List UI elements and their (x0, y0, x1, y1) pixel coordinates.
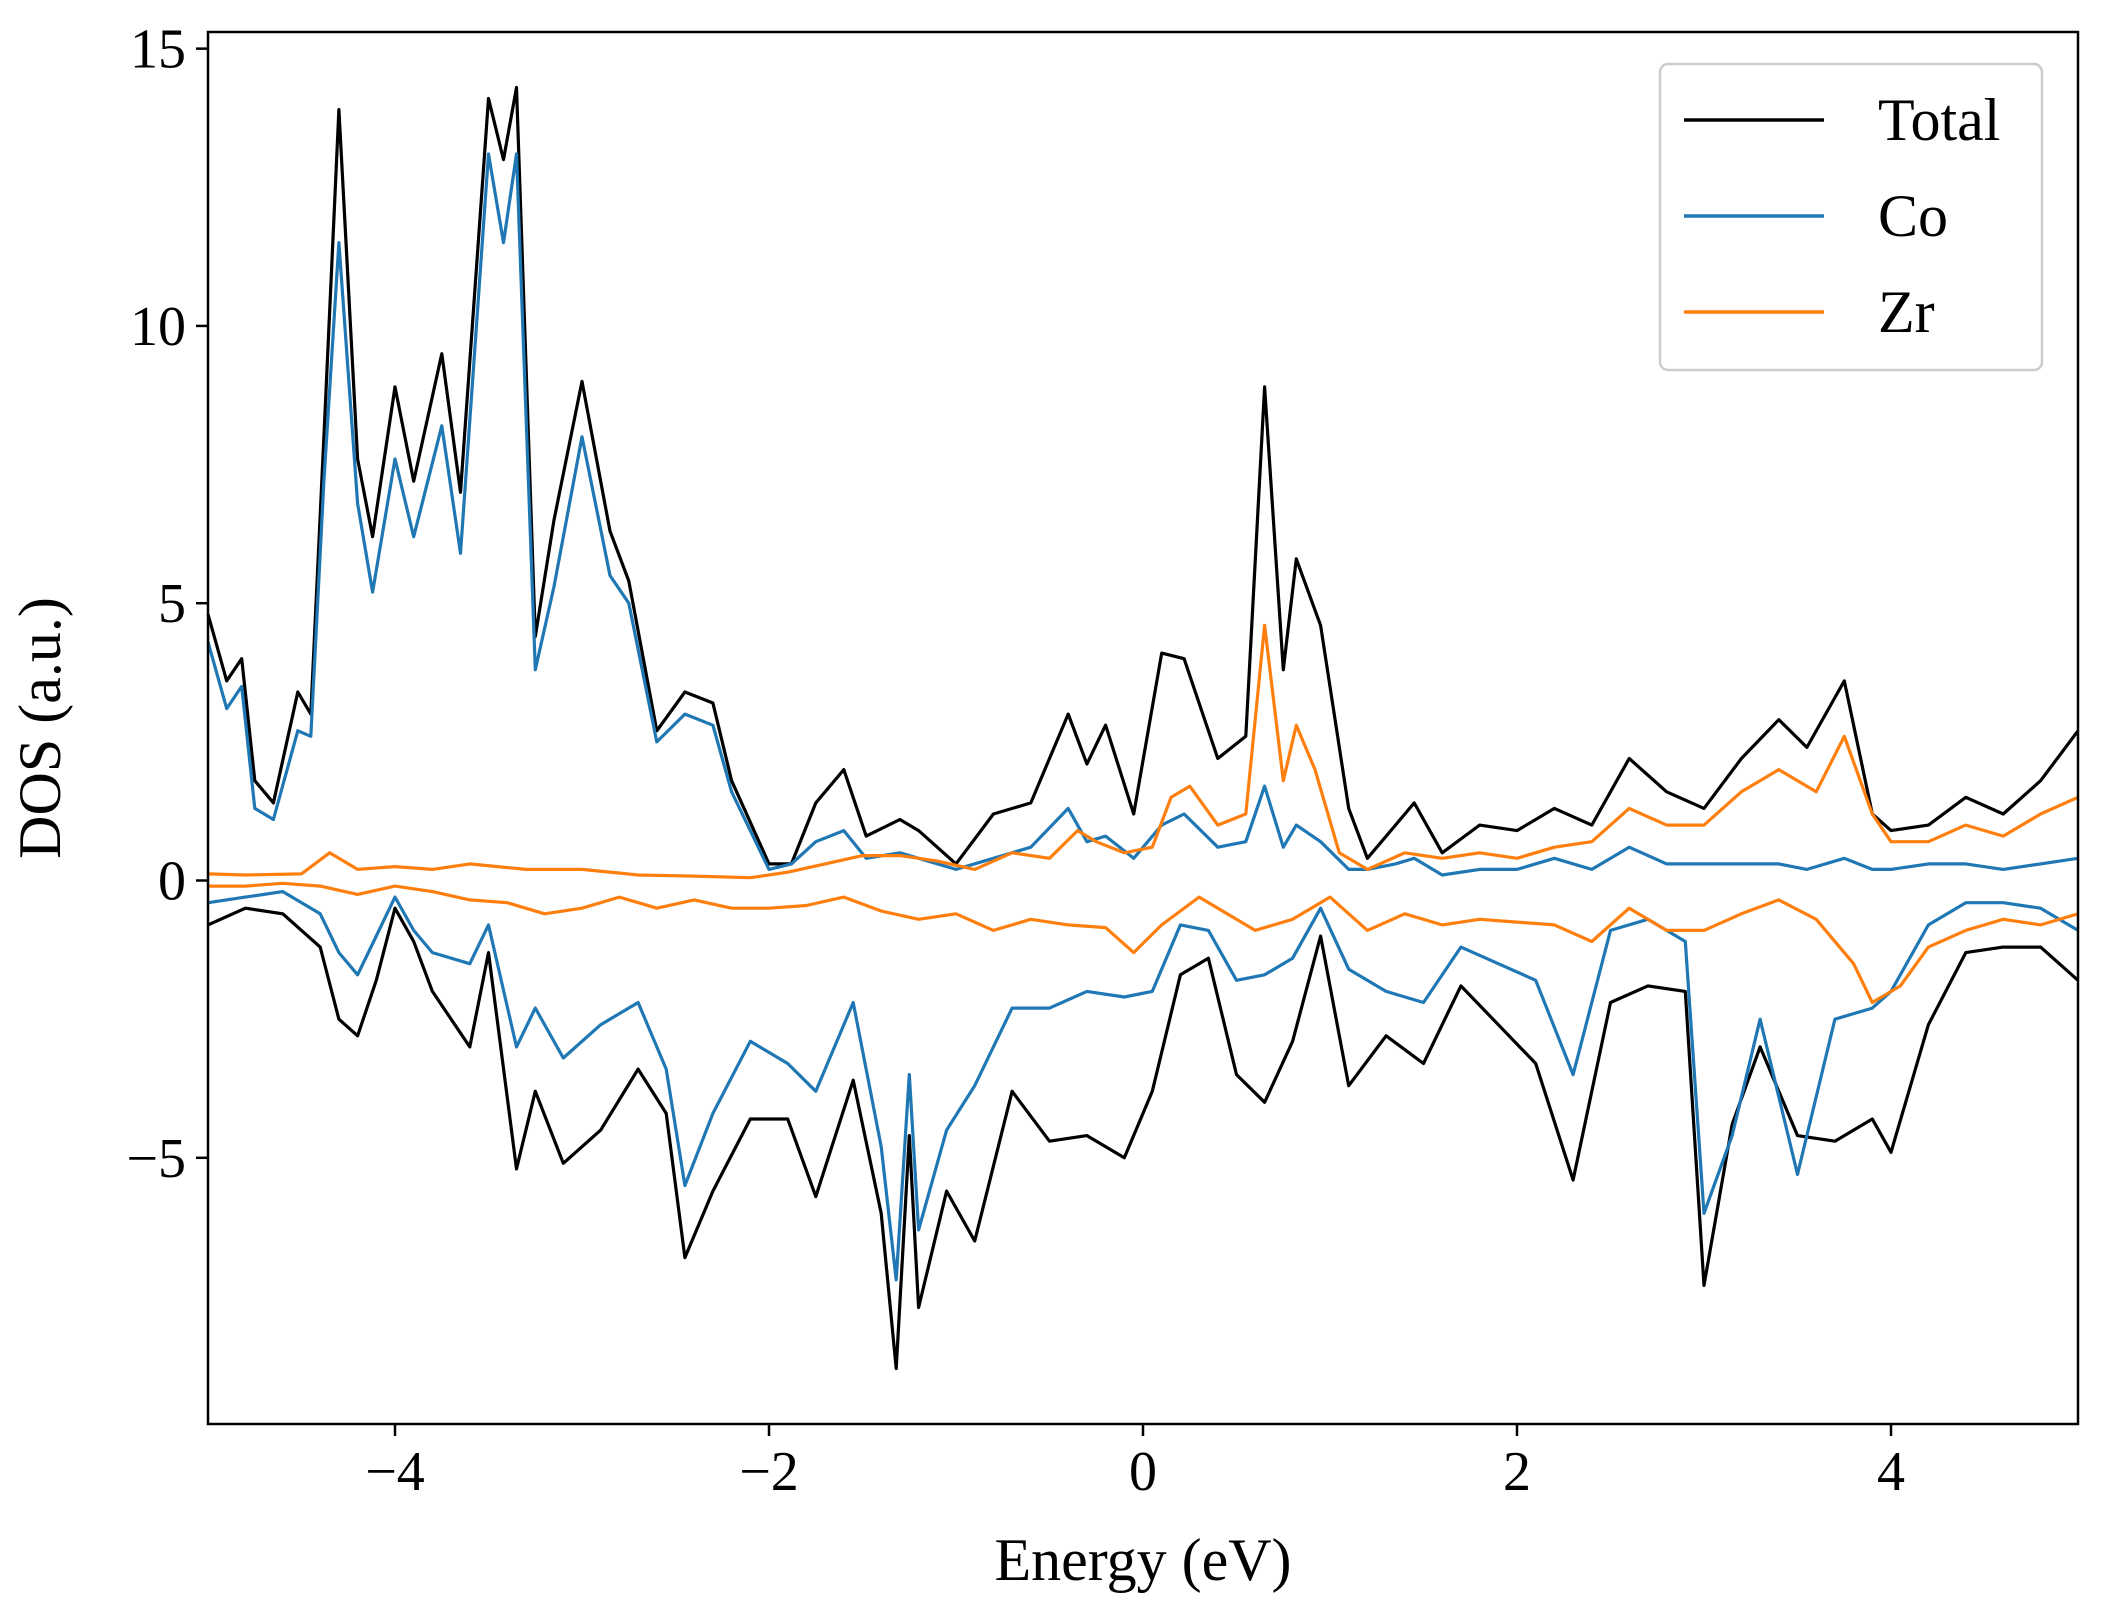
series-layer (206, 85, 2080, 1371)
x-tick-label: −2 (739, 1441, 799, 1503)
x-tick-label: 0 (1129, 1441, 1157, 1503)
y-axis-title: DOS (a.u.) (7, 597, 73, 859)
x-tick-label: −4 (365, 1441, 425, 1503)
legend-label-total: Total (1878, 87, 2000, 153)
x-axis-ticks: −4 −2 0 2 4 (365, 1424, 1905, 1503)
y-tick-label: −5 (126, 1128, 186, 1190)
y-tick-label: 0 (158, 851, 186, 913)
series-line-total-up (206, 85, 2080, 866)
legend-label-zr: Zr (1878, 279, 1935, 345)
y-tick-label: 15 (130, 19, 186, 81)
y-tick-label: 10 (130, 296, 186, 358)
y-axis-ticks: −5 0 5 10 15 (126, 19, 208, 1190)
legend-box (1658, 62, 2044, 372)
y-tick-label: 5 (158, 573, 186, 635)
x-axis-title: Energy (eV) (994, 1527, 1291, 1593)
legend: Total Co Zr (1658, 62, 2044, 372)
legend-label-co: Co (1878, 183, 1948, 249)
x-tick-label: 2 (1503, 1441, 1531, 1503)
x-tick-label: 4 (1877, 1441, 1905, 1503)
series-line-co-down (207, 890, 2079, 1282)
series-line-zr-up (207, 623, 2079, 880)
series-line-total-down (207, 906, 2080, 1371)
series-line-zr-down (208, 881, 2079, 1005)
